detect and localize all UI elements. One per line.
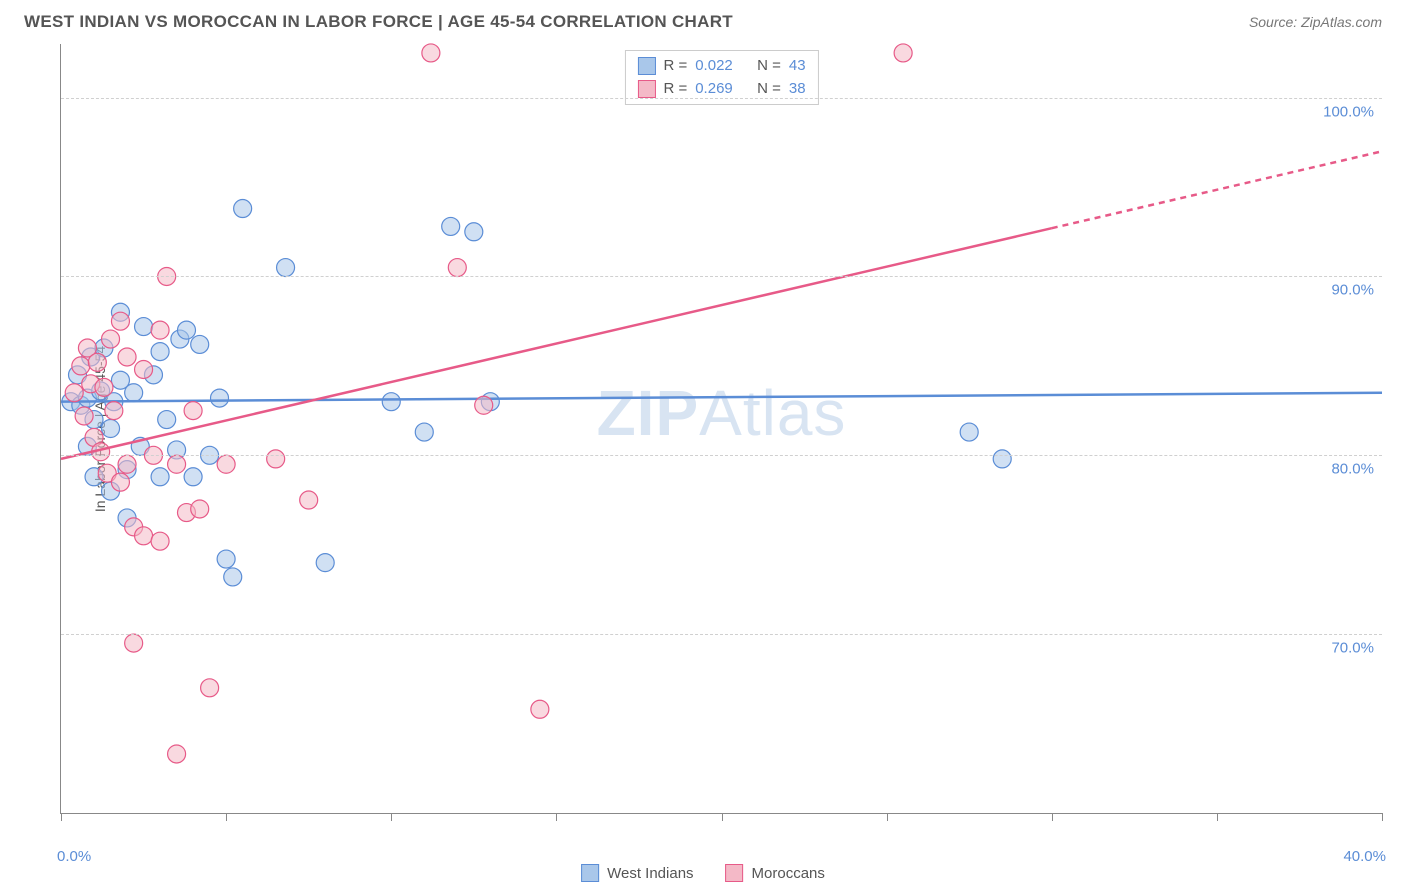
- stat-n-label: N =: [757, 78, 781, 101]
- legend-stat-row: R = 0.022 N = 43: [637, 55, 805, 78]
- data-point: [442, 217, 460, 235]
- legend-swatch: [726, 864, 744, 882]
- x-tick: [887, 813, 888, 821]
- data-point: [191, 500, 209, 518]
- data-point: [267, 450, 285, 468]
- data-point: [88, 353, 106, 371]
- stat-n-value: 38: [789, 78, 806, 101]
- data-point: [177, 321, 195, 339]
- data-point: [135, 527, 153, 545]
- x-tick: [1052, 813, 1053, 821]
- x-tick: [391, 813, 392, 821]
- data-point: [211, 389, 229, 407]
- data-point: [135, 318, 153, 336]
- legend-item: Moroccans: [726, 864, 825, 882]
- data-point: [531, 700, 549, 718]
- data-point: [184, 468, 202, 486]
- series-legend: West Indians Moroccans: [581, 864, 825, 882]
- data-point: [422, 44, 440, 62]
- data-point: [102, 330, 120, 348]
- data-point: [105, 402, 123, 420]
- trend-line-dashed: [1052, 151, 1382, 228]
- data-point: [168, 455, 186, 473]
- data-point: [382, 393, 400, 411]
- x-tick: [1382, 813, 1383, 821]
- scatter-svg: [61, 44, 1382, 813]
- data-point: [75, 407, 93, 425]
- gridline: [61, 634, 1382, 635]
- data-point: [151, 532, 169, 550]
- chart-header: WEST INDIAN VS MOROCCAN IN LABOR FORCE |…: [0, 0, 1406, 40]
- data-point: [201, 679, 219, 697]
- data-point: [151, 343, 169, 361]
- data-point: [158, 411, 176, 429]
- data-point: [102, 420, 120, 438]
- data-point: [111, 312, 129, 330]
- y-tick-label: 70.0%: [1331, 640, 1374, 657]
- y-tick-label: 80.0%: [1331, 461, 1374, 478]
- legend-swatch: [637, 57, 655, 75]
- data-point: [217, 455, 235, 473]
- data-point: [448, 259, 466, 277]
- x-tick: [722, 813, 723, 821]
- data-point: [415, 423, 433, 441]
- legend-label: Moroccans: [752, 865, 825, 882]
- chart-title: WEST INDIAN VS MOROCCAN IN LABOR FORCE |…: [24, 12, 733, 32]
- data-point: [125, 384, 143, 402]
- x-tick-label: 40.0%: [1343, 848, 1386, 865]
- stat-r-label: R =: [663, 78, 687, 101]
- data-point: [151, 468, 169, 486]
- gridline: [61, 455, 1382, 456]
- gridline: [61, 98, 1382, 99]
- data-point: [125, 634, 143, 652]
- stat-r-label: R =: [663, 55, 687, 78]
- x-tick: [61, 813, 62, 821]
- y-tick-label: 90.0%: [1331, 282, 1374, 299]
- stat-n-value: 43: [789, 55, 806, 78]
- x-tick: [556, 813, 557, 821]
- legend-item: West Indians: [581, 864, 693, 882]
- legend-swatch: [581, 864, 599, 882]
- data-point: [217, 550, 235, 568]
- data-point: [151, 321, 169, 339]
- data-point: [465, 223, 483, 241]
- data-point: [135, 360, 153, 378]
- trend-line: [61, 228, 1052, 459]
- y-tick-label: 100.0%: [1323, 103, 1374, 120]
- data-point: [65, 384, 83, 402]
- data-point: [72, 357, 90, 375]
- data-point: [168, 745, 186, 763]
- data-point: [234, 200, 252, 218]
- data-point: [277, 259, 295, 277]
- data-point: [95, 378, 113, 396]
- x-tick: [226, 813, 227, 821]
- gridline: [61, 276, 1382, 277]
- data-point: [894, 44, 912, 62]
- data-point: [300, 491, 318, 509]
- data-point: [960, 423, 978, 441]
- data-point: [475, 396, 493, 414]
- chart-plot-area: In Labor Force | Age 45-54 ZIPAtlas R = …: [60, 44, 1382, 814]
- data-point: [118, 348, 136, 366]
- data-point: [111, 473, 129, 491]
- legend-stat-row: R = 0.269 N = 38: [637, 78, 805, 101]
- x-tick-label: 0.0%: [57, 848, 91, 865]
- legend-swatch: [637, 80, 655, 98]
- legend-label: West Indians: [607, 865, 693, 882]
- chart-source: Source: ZipAtlas.com: [1249, 14, 1382, 30]
- x-tick: [1217, 813, 1218, 821]
- trend-line: [61, 393, 1382, 402]
- data-point: [184, 402, 202, 420]
- data-point: [993, 450, 1011, 468]
- stat-r-value: 0.269: [695, 78, 733, 101]
- data-point: [191, 335, 209, 353]
- data-point: [118, 455, 136, 473]
- data-point: [224, 568, 242, 586]
- stat-n-label: N =: [757, 55, 781, 78]
- data-point: [316, 554, 334, 572]
- stat-r-value: 0.022: [695, 55, 733, 78]
